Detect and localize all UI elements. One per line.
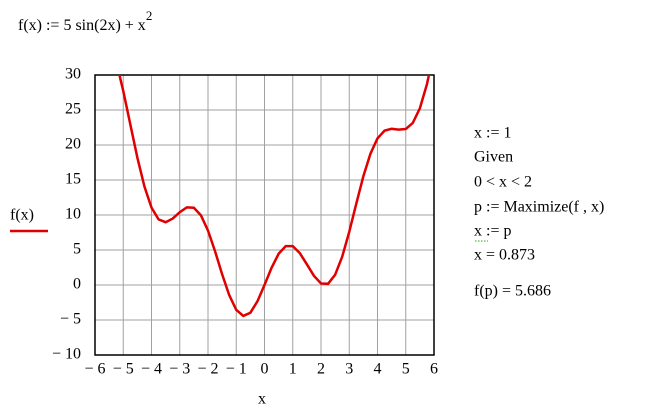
x-tick-label: 1 (289, 361, 297, 378)
worksheet-line: f(p) = 5.686 (474, 283, 551, 300)
worksheet-line: x := 1 (474, 125, 511, 142)
y-tick-label: 30 (65, 66, 81, 83)
y-tick-label: 20 (65, 136, 81, 153)
data-line (118, 75, 431, 318)
x-tick-label: 3 (345, 361, 353, 378)
definition-text: f(x) := 5 sin(2x) + x (18, 17, 146, 34)
x-tick-label: − 2 (197, 361, 218, 378)
x-tick-label: 4 (374, 361, 382, 378)
x-tick-label: 6 (430, 361, 438, 378)
plot-frame (94, 74, 435, 356)
x-tick-label: 5 (402, 361, 410, 378)
x-tick-label: − 5 (113, 361, 134, 378)
definition-superscript: 2 (146, 8, 153, 23)
y-tick-label: − 10 (52, 346, 81, 363)
worksheet-line: Given (474, 149, 513, 166)
y-tick-label: 0 (73, 276, 81, 293)
y-tick-label: 5 (73, 241, 81, 258)
worksheet-line: x = 0.873 (474, 247, 535, 264)
worksheet-lines: x := 1 Given 0 < x < 2 p := Maximize(f , x)… (474, 125, 604, 300)
y-tick-label: 15 (65, 171, 81, 188)
x-tick-label: − 4 (141, 361, 162, 378)
x-tick-label: − 6 (84, 361, 105, 378)
y-tick-label: − 5 (60, 311, 81, 328)
x-tick-label: 2 (317, 361, 325, 378)
y-tick-label: 25 (65, 101, 81, 118)
definition: f(x) := 5 sin(2x) + x2 (18, 8, 152, 34)
worksheet-line: p := Maximize(f , x) (474, 199, 604, 216)
x-tick-label: 0 (261, 361, 269, 378)
x-tick-label: − 3 (169, 361, 190, 378)
x-axis-label: x (258, 391, 266, 408)
x-tick-label: − 1 (226, 361, 247, 378)
y-tick-label: 10 (65, 206, 81, 223)
legend-label: f(x) (10, 207, 34, 224)
worksheet-line: x := p (474, 223, 511, 240)
worksheet-line: 0 < x < 2 (474, 174, 532, 191)
